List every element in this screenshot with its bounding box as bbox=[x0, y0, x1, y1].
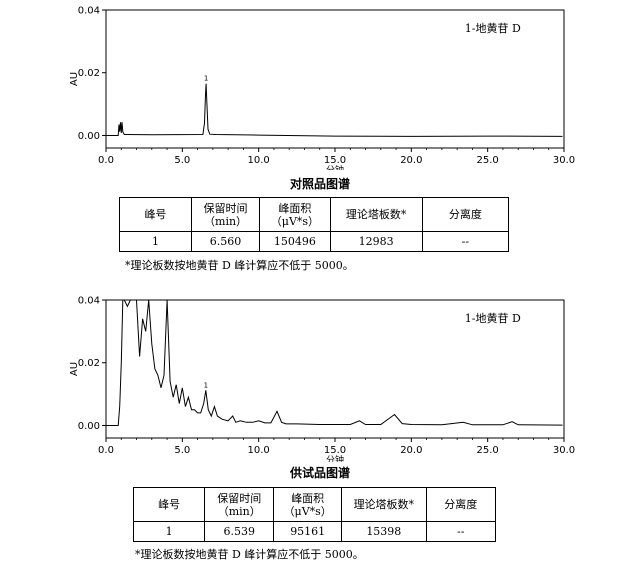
reference-chart-title: 对照品图谱 bbox=[289, 177, 350, 191]
x-tick-label: 25.0 bbox=[477, 445, 499, 456]
header-retention-time-text: 保留时间 bbox=[217, 491, 262, 505]
header-resolution-text: 分离度 bbox=[444, 498, 478, 511]
cell-peak-area: 95161 bbox=[273, 521, 343, 542]
header-plate-number-text: 理论塔板数* bbox=[345, 208, 407, 221]
chromatogram-trace bbox=[106, 83, 563, 137]
x-axis-label: 分钟 bbox=[326, 454, 344, 462]
compound-annotation: 1-地黄苷 D bbox=[465, 311, 521, 325]
header-peak-area-unit: （μV*s） bbox=[283, 504, 332, 518]
compound-annotation: 1-地黄苷 D bbox=[465, 21, 521, 35]
y-tick-label: 0.04 bbox=[78, 296, 100, 307]
peak-label: 1 bbox=[204, 75, 208, 83]
header-peak-no-text: 峰号 bbox=[144, 208, 167, 221]
header-retention-time-unit: （min） bbox=[204, 214, 248, 228]
x-tick-label: 10.0 bbox=[248, 155, 270, 166]
x-tick-label: 5.0 bbox=[174, 445, 190, 456]
header-peak-area-text: 峰面积 bbox=[278, 201, 312, 215]
cell-plate-number: 15398 bbox=[341, 521, 427, 542]
header-peak-area: 峰面积 （μV*s） bbox=[259, 197, 331, 232]
cell-plate-number: 12983 bbox=[329, 231, 423, 252]
reference-chromatogram: 0.00 0.02 0.04 0.0 5.0 10.0 15.0 20.0 25.0 30.0 分钟… bbox=[0, 0, 620, 171]
cell-resolution: -- bbox=[425, 521, 497, 542]
x-tick-label: 15.0 bbox=[324, 445, 346, 456]
reference-table-note: *理论板数按地黄苷 D 峰计算应不低于 5000。 bbox=[125, 259, 354, 272]
x-tick-label: 15.0 bbox=[324, 155, 346, 166]
x-tick-label: 30.0 bbox=[553, 445, 575, 456]
header-resolution: 分离度 bbox=[425, 487, 497, 522]
y-axis-label: AU bbox=[69, 72, 80, 86]
sample-chart-svg: 0.00 0.02 0.04 0.0 5.0 10.0 15.0 20.0 25.0 30.0 分钟… bbox=[69, 296, 575, 463]
x-tick-label: 20.0 bbox=[400, 155, 422, 166]
chromatogram-trace bbox=[106, 299, 563, 426]
header-plate-number: 理论塔板数* bbox=[341, 487, 427, 522]
cell-retention-time: 6.560 bbox=[190, 231, 261, 252]
y-axis-label: AU bbox=[69, 362, 80, 376]
sample-results-table: 峰号 保留时间 （min） 峰面积 （μV*s） 理论塔板数* 分离度 1 6.53… bbox=[132, 487, 497, 542]
x-axis-label: 分钟 bbox=[326, 164, 344, 170]
header-peak-no-text: 峰号 bbox=[158, 498, 181, 511]
header-peak-no: 峰号 bbox=[132, 487, 206, 522]
x-tick-label: 0.0 bbox=[98, 445, 114, 456]
x-tick-label: 0.0 bbox=[98, 155, 114, 166]
table-row: 1 6.560 150496 12983 -- bbox=[119, 231, 510, 252]
header-resolution: 分离度 bbox=[421, 197, 510, 232]
x-tick-label: 25.0 bbox=[477, 155, 499, 166]
header-retention-time: 保留时间 （min） bbox=[204, 487, 275, 522]
reference-results-table: 峰号 保留时间 （min） 峰面积 （μV*s） 理论塔板数* 分离度 1 6.56… bbox=[119, 197, 510, 252]
x-tick-label: 10.0 bbox=[248, 445, 270, 456]
sample-chromatogram: 0.00 0.02 0.04 0.0 5.0 10.0 15.0 20.0 25.0 30.0 分钟… bbox=[0, 290, 620, 463]
x-tick-label: 5.0 bbox=[174, 155, 190, 166]
table-header-row: 峰号 保留时间 （min） 峰面积 （μV*s） 理论塔板数* 分离度 bbox=[132, 487, 497, 522]
header-plate-number-text: 理论塔板数* bbox=[353, 498, 415, 511]
peak-label: 1 bbox=[204, 381, 208, 389]
reference-chart-svg: 0.00 0.02 0.04 0.0 5.0 10.0 15.0 20.0 25.0 30.0 分钟… bbox=[69, 6, 575, 171]
cell-peak-area: 150496 bbox=[259, 231, 331, 252]
y-tick-label: 0.02 bbox=[78, 68, 100, 79]
y-tick-label: 0.04 bbox=[78, 6, 100, 17]
table-row: 1 6.539 95161 15398 -- bbox=[132, 521, 497, 542]
cell-peak-no: 1 bbox=[132, 521, 206, 542]
header-plate-number: 理论塔板数* bbox=[329, 197, 423, 232]
header-peak-no: 峰号 bbox=[119, 197, 192, 232]
table-header-row: 峰号 保留时间 （min） 峰面积 （μV*s） 理论塔板数* 分离度 bbox=[119, 197, 510, 232]
cell-peak-no: 1 bbox=[119, 231, 192, 252]
x-tick-label: 30.0 bbox=[553, 155, 575, 166]
sample-chart-title: 供试品图谱 bbox=[289, 466, 350, 480]
header-retention-time: 保留时间 （min） bbox=[190, 197, 261, 232]
header-retention-time-unit: （min） bbox=[217, 504, 261, 518]
header-retention-time-text: 保留时间 bbox=[203, 201, 248, 215]
cell-resolution: -- bbox=[421, 231, 510, 252]
x-tick-label: 20.0 bbox=[400, 445, 422, 456]
header-resolution-text: 分离度 bbox=[448, 208, 482, 221]
header-peak-area: 峰面积 （μV*s） bbox=[273, 487, 343, 522]
y-tick-label: 0.00 bbox=[78, 421, 100, 432]
y-tick-label: 0.00 bbox=[78, 131, 100, 142]
y-tick-label: 0.02 bbox=[78, 358, 100, 369]
header-peak-area-unit: （μV*s） bbox=[270, 214, 320, 228]
cell-retention-time: 6.539 bbox=[204, 521, 275, 542]
sample-table-note: *理论板数按地黄苷 D 峰计算应不低于 5000。 bbox=[135, 548, 364, 561]
header-peak-area-text: 峰面积 bbox=[291, 491, 325, 505]
